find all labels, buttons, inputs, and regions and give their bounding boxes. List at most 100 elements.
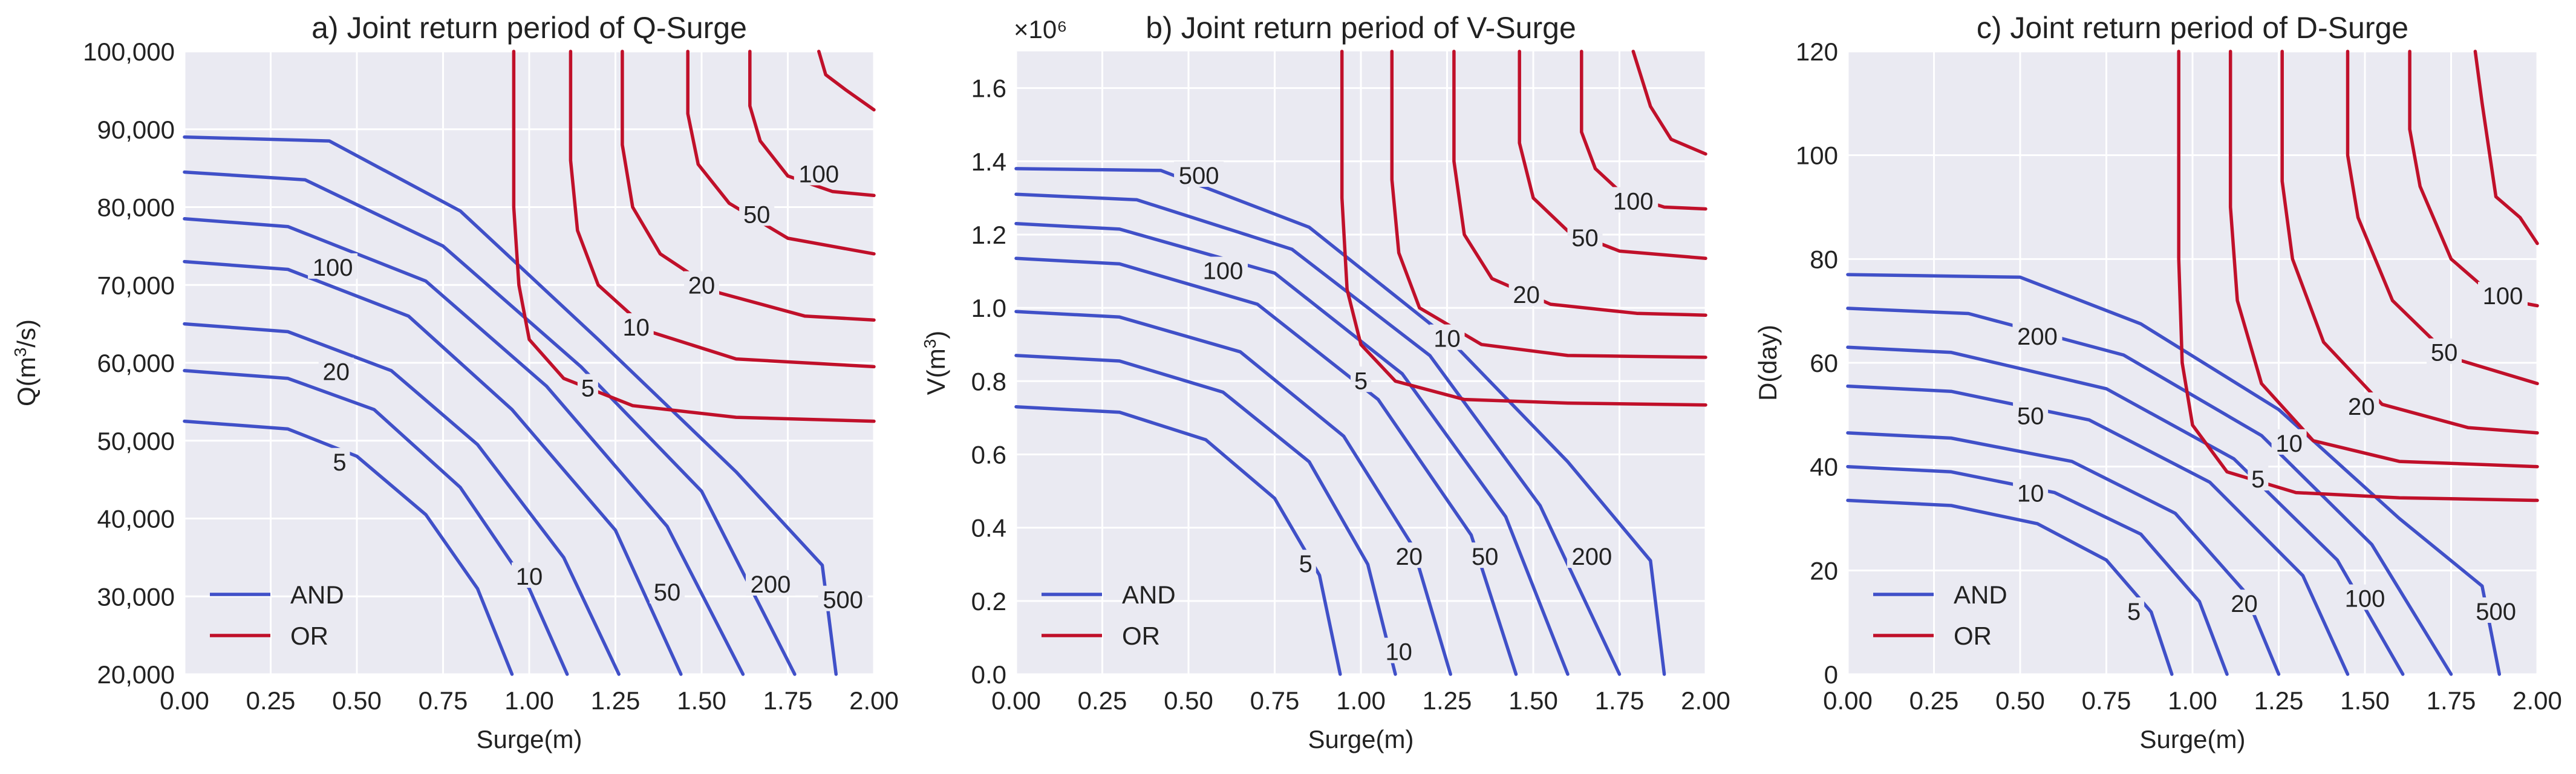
- contour-label-bg: [1391, 542, 1427, 568]
- and-contour-100: [1014, 222, 1570, 676]
- and-contour-500: [1846, 273, 2502, 676]
- and-contour-50: [1846, 384, 2350, 676]
- or-contour-10: [569, 50, 876, 369]
- contour-label-bg: [2427, 338, 2462, 364]
- x-tick-label: 1.00: [1336, 686, 1386, 715]
- x-tick-label: 0.75: [2082, 686, 2131, 715]
- y-tick-label: 20: [1810, 556, 1838, 585]
- contour-label-bg: [2226, 590, 2262, 616]
- contour-label-bg: [1567, 542, 1617, 568]
- and-contour-50: [183, 259, 683, 676]
- x-tick-label: 0.50: [1995, 686, 2045, 715]
- contour-label-bg: [318, 357, 354, 383]
- x-tick-label: 0.75: [1250, 686, 1300, 715]
- contour-label-bg: [2471, 597, 2521, 623]
- and-contour-10: [1014, 354, 1397, 676]
- x-tick-label: 0.00: [991, 686, 1041, 715]
- contour-label: 20: [1396, 544, 1423, 570]
- x-tick-label: 1.00: [504, 686, 554, 715]
- x-tick-label: 2.00: [849, 686, 899, 715]
- x-tick-label: 1.50: [677, 686, 726, 715]
- contour-label-bg: [2478, 282, 2528, 308]
- contour-label: 200: [1572, 544, 1612, 570]
- contour-label: 50: [2017, 403, 2044, 429]
- panel-title: c) Joint return period of D-Surge: [1977, 11, 2408, 45]
- x-axis-label: Surge(m): [2139, 725, 2245, 753]
- x-tick-label: 2.00: [2512, 686, 2562, 715]
- x-tick-label: 0.25: [1078, 686, 1127, 715]
- contour-label-bg: [2013, 402, 2049, 428]
- contour-label: 100: [1203, 258, 1244, 285]
- or-contour-5: [2177, 50, 2539, 502]
- contour-label: 5: [333, 449, 346, 476]
- contour-label: 20: [688, 273, 716, 299]
- contour-label: 20: [2231, 591, 2258, 617]
- panel-title: b) Joint return period of V-Surge: [1146, 11, 1576, 45]
- contour-lines: [183, 50, 876, 676]
- contour-label-bg: [2013, 479, 2049, 505]
- legend: AND OR: [210, 580, 344, 650]
- contour-label-bg: [329, 447, 350, 473]
- contour-label: 50: [1571, 225, 1599, 252]
- contour-label-bg: [2271, 429, 2307, 455]
- or-contour-100: [1580, 50, 1707, 211]
- contour-label-bg: [1567, 224, 1603, 249]
- x-tick-label: 0.50: [332, 686, 382, 715]
- y-tick-label: 80: [1810, 245, 1838, 273]
- and-contour-500: [183, 135, 838, 676]
- legend-label-or: OR: [1122, 622, 1160, 650]
- contour-label: 100: [313, 255, 353, 281]
- contour-label-bg: [1429, 324, 1465, 350]
- contour-label-bg: [1198, 256, 1248, 282]
- and-contour-200: [1846, 307, 2453, 676]
- x-tick-label: 1.75: [2427, 686, 2476, 715]
- contour-label: 100: [1613, 188, 1654, 215]
- contour-label-bg: [2124, 597, 2145, 623]
- y-tick-label: 0.4: [971, 514, 1006, 542]
- y-tick-label: 0: [1824, 660, 1838, 689]
- contour-label: 500: [1179, 163, 1219, 189]
- or-contour-5: [1340, 50, 1707, 407]
- contour-label: 10: [622, 314, 650, 341]
- legend-label-and: AND: [1954, 580, 2007, 609]
- legend-label-and: AND: [1122, 580, 1176, 609]
- tick-labels: 0.00 0.25 0.50 0.75 1.00 1.25 1.50 1.75 2.000.00…: [971, 74, 1730, 715]
- and-contour-10: [1846, 464, 2229, 676]
- contour-label-bg: [739, 200, 775, 226]
- y-tick-label: 30,000: [97, 582, 175, 611]
- y-tick-label: 1.6: [971, 74, 1006, 103]
- contour-label: 500: [2476, 599, 2516, 625]
- tick-labels: 0.00 0.25 0.50 0.75 1.00 1.25 1.50 1.75 2.00 20,0…: [83, 37, 899, 715]
- or-contour-50: [1518, 50, 1707, 261]
- and-contour-20: [183, 322, 621, 676]
- or-contour-20: [1452, 50, 1707, 317]
- contour-label: 500: [823, 587, 863, 614]
- y-tick-label: 1.2: [971, 221, 1006, 249]
- x-tick-label: 1.00: [2168, 686, 2217, 715]
- or-contour-100: [748, 50, 876, 197]
- contour-label-bg: [1608, 187, 1658, 213]
- contour-label-bg: [1381, 637, 1417, 663]
- and-contour-5: [1846, 498, 2174, 676]
- contour-label: 20: [323, 359, 350, 385]
- y-axis-scale-label: ×10⁶: [1014, 15, 1068, 44]
- or-contour-edge: [1631, 50, 1707, 156]
- y-axis-label: V(m3): [921, 331, 951, 395]
- contour-labels: 5 10 20 50 100 200 500 5 10 20 50 100: [1174, 161, 1658, 666]
- or-contour-5: [512, 50, 876, 423]
- or-contour-50: [2346, 50, 2539, 386]
- y-tick-label: 0.2: [971, 587, 1006, 616]
- contour-label-bg: [2340, 584, 2390, 610]
- x-tick-label: 1.75: [763, 686, 813, 715]
- contour-label: 50: [2431, 340, 2458, 366]
- and-contour-10: [183, 369, 569, 676]
- y-tick-label: 90,000: [97, 115, 175, 144]
- or-contour-edge: [2473, 50, 2539, 246]
- contour-label-bg: [1508, 280, 1544, 306]
- y-tick-label: 1.0: [971, 294, 1006, 322]
- or-contour-10: [2228, 50, 2539, 469]
- contour-label: 5: [581, 375, 595, 402]
